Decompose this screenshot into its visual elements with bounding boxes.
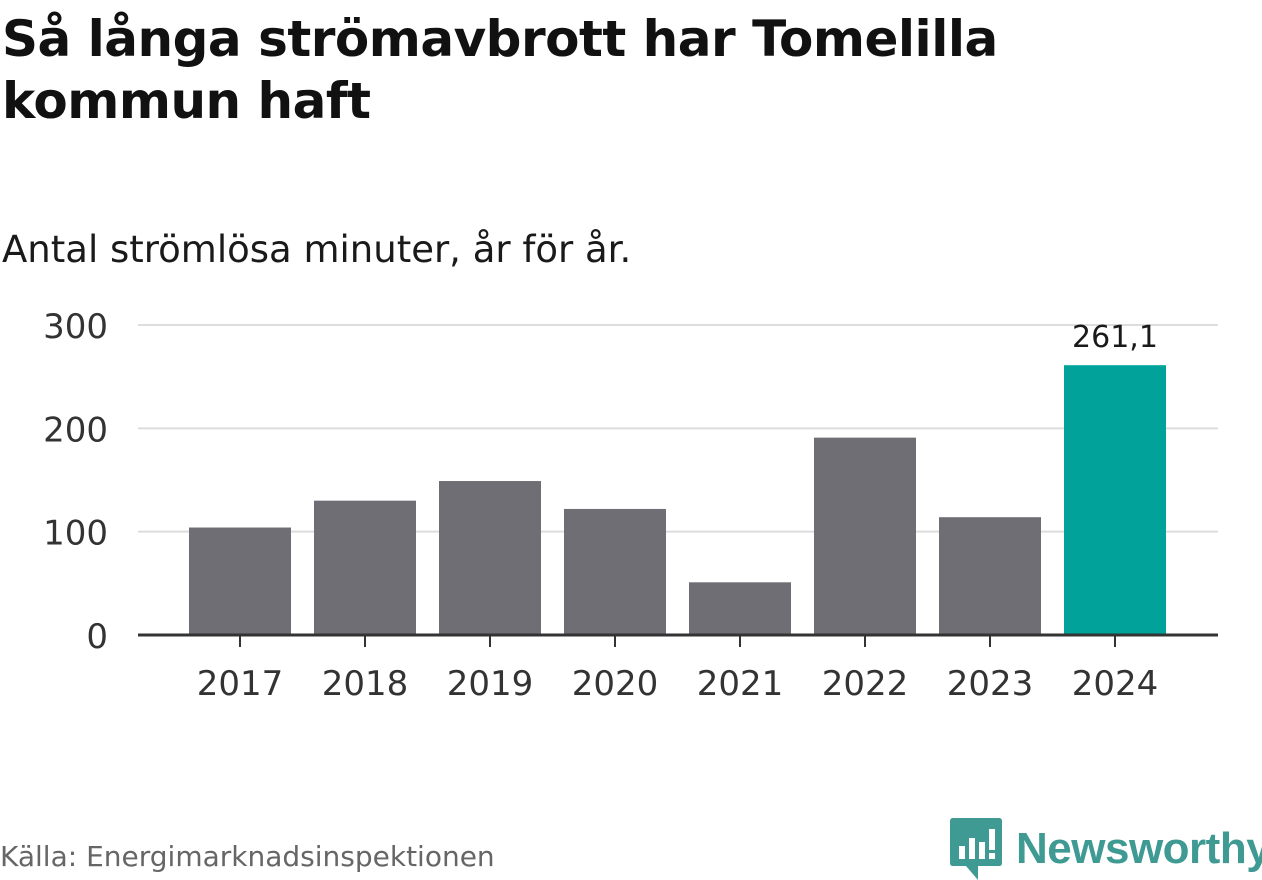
y-tick-label: 0 bbox=[86, 617, 108, 657]
source-note: Källa: Energimarknadsinspektionen bbox=[0, 840, 495, 873]
y-tick-label: 100 bbox=[43, 514, 108, 554]
x-tick-label: 2017 bbox=[197, 664, 284, 704]
x-tick-label: 2024 bbox=[1072, 664, 1159, 704]
data-label: 261,1 bbox=[1072, 320, 1158, 355]
y-tick-label: 300 bbox=[43, 307, 108, 347]
x-tick-label: 2018 bbox=[322, 664, 409, 704]
chart-subtitle: Antal strömlösa minuter, år för år. bbox=[2, 228, 632, 271]
bar-chart: 0 100 200 300 2017 2018 2019 2020 2021 2022 2023 20… bbox=[43, 307, 1218, 704]
newsworthy-logo-icon bbox=[950, 818, 1002, 880]
bar-2020 bbox=[564, 508, 666, 635]
bar-2019 bbox=[439, 481, 541, 635]
chart-title: Så långa strömavbrott har Tomelilla komm… bbox=[2, 10, 998, 130]
newsworthy-logo: Newsworthy bbox=[950, 818, 1262, 880]
x-tick-label: 2023 bbox=[947, 664, 1034, 704]
bar-2023 bbox=[939, 517, 1041, 635]
bar-2024 bbox=[1064, 365, 1166, 635]
bar-2018 bbox=[314, 500, 416, 635]
newsworthy-logo-text: Newsworthy bbox=[1016, 824, 1262, 873]
x-tick-label: 2021 bbox=[697, 664, 784, 704]
x-tick-label: 2019 bbox=[447, 664, 534, 704]
bar-2021 bbox=[689, 582, 791, 635]
y-tick-label: 200 bbox=[43, 410, 108, 450]
bar-2017 bbox=[189, 527, 291, 635]
x-tick-label: 2020 bbox=[572, 664, 659, 704]
bar-2022 bbox=[814, 437, 916, 635]
x-tick-label: 2022 bbox=[822, 664, 909, 704]
